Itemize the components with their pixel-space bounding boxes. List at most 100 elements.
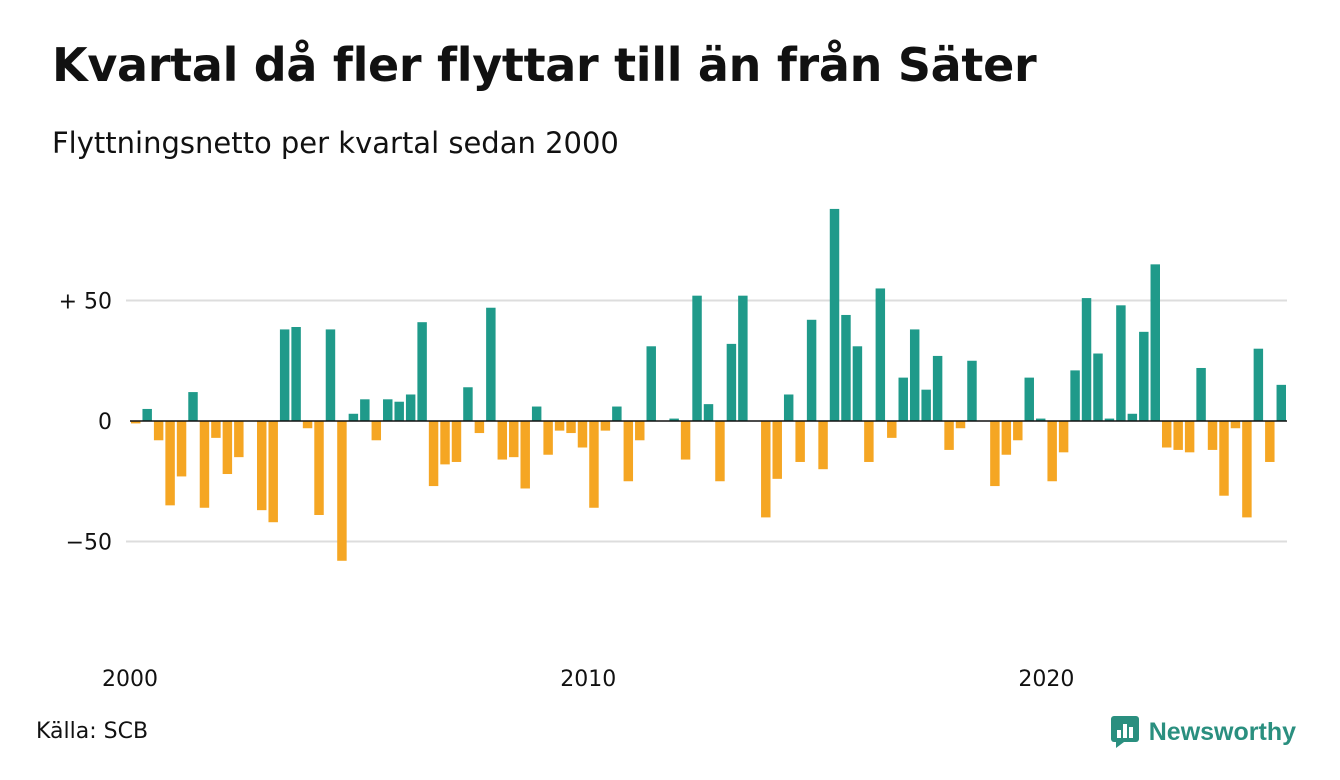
bar xyxy=(1242,421,1252,518)
bar xyxy=(554,421,565,431)
bar xyxy=(783,394,794,421)
bar xyxy=(497,421,508,460)
bar xyxy=(909,329,920,421)
bar xyxy=(623,421,634,482)
bar xyxy=(234,421,244,458)
bar xyxy=(337,421,347,561)
bar xyxy=(1150,264,1160,421)
bar xyxy=(864,421,874,462)
bar xyxy=(1230,421,1241,429)
bar xyxy=(990,421,1000,487)
bar xyxy=(566,421,576,434)
bar xyxy=(1196,367,1206,421)
bar xyxy=(1116,305,1126,421)
bar xyxy=(1035,418,1046,421)
bar xyxy=(703,404,714,421)
bar xyxy=(509,421,519,458)
bar xyxy=(715,421,725,482)
bar xyxy=(635,421,645,441)
bar xyxy=(302,421,313,429)
bar xyxy=(967,360,977,421)
bar xyxy=(405,394,416,421)
bar xyxy=(1219,421,1229,496)
bar xyxy=(463,387,473,421)
bar xyxy=(612,406,622,421)
bar xyxy=(142,408,152,421)
bar xyxy=(1081,298,1092,421)
bar xyxy=(761,421,771,518)
newsworthy-logo[interactable]: Newsworthy xyxy=(1110,714,1296,750)
brand-name: Newsworthy xyxy=(1148,717,1296,746)
bar xyxy=(325,329,336,421)
bar xyxy=(1070,370,1080,421)
bar xyxy=(898,377,908,421)
bar xyxy=(520,421,530,489)
source-label: Källa: SCB xyxy=(36,719,149,744)
bar xyxy=(818,421,828,470)
bar xyxy=(394,401,404,421)
chart-subtitle: Flyttningsnetto per kvartal sedan 2000 xyxy=(52,126,619,160)
bar xyxy=(944,421,954,450)
bar xyxy=(348,413,359,421)
bar xyxy=(279,329,290,421)
bar xyxy=(1173,421,1183,450)
bars xyxy=(131,208,1286,561)
bar xyxy=(383,399,393,421)
bar xyxy=(921,389,931,421)
bar xyxy=(1265,421,1275,462)
bar xyxy=(646,346,656,421)
bar xyxy=(841,314,851,421)
bar xyxy=(829,208,840,421)
bar xyxy=(291,327,301,421)
bar xyxy=(1207,421,1218,450)
bar xyxy=(1024,377,1034,421)
bar xyxy=(165,421,175,506)
bar xyxy=(257,421,267,511)
bar xyxy=(1013,421,1023,441)
bar xyxy=(486,307,496,421)
bar xyxy=(531,406,542,421)
bar xyxy=(1127,413,1138,421)
bar xyxy=(852,346,863,421)
bar xyxy=(1276,384,1286,421)
bar xyxy=(1161,421,1172,448)
bar xyxy=(669,418,679,421)
bar xyxy=(417,322,427,421)
axes: 2000 2010 2020 xyxy=(102,420,1287,692)
bar xyxy=(932,355,943,421)
bar xyxy=(680,421,691,460)
x-tick-label: 2000 xyxy=(102,667,158,692)
bar xyxy=(806,319,817,421)
x-tick-label: 2010 xyxy=(560,667,616,692)
bar xyxy=(451,421,462,462)
y-tick-label: −50 xyxy=(66,531,112,556)
bar xyxy=(371,421,382,441)
bar xyxy=(600,421,611,431)
bar-chart: + 50 0 −50 2000 2010 2020 xyxy=(59,208,1287,692)
bar xyxy=(474,421,485,434)
bar xyxy=(577,421,588,448)
bar xyxy=(1253,348,1264,421)
bar xyxy=(131,421,141,424)
bar xyxy=(188,392,198,421)
bar xyxy=(738,295,748,421)
bar xyxy=(955,421,966,429)
bar xyxy=(1139,331,1149,421)
bar xyxy=(1001,421,1012,455)
chart-title: Kvartal då fler flyttar till än från Sät… xyxy=(52,38,1037,92)
bar xyxy=(887,421,897,438)
bar xyxy=(589,421,599,508)
y-tick-label: + 50 xyxy=(59,290,112,315)
bar xyxy=(176,421,187,477)
bar xyxy=(268,421,278,523)
newsworthy-logo-icon xyxy=(1110,716,1139,748)
bar xyxy=(153,421,164,441)
grid-lines: + 50 0 −50 xyxy=(59,290,1287,556)
bar xyxy=(440,421,450,465)
bar xyxy=(211,421,221,438)
y-tick-label: 0 xyxy=(98,410,112,435)
bar xyxy=(1104,418,1115,421)
x-tick-label: 2020 xyxy=(1018,667,1074,692)
bar xyxy=(222,421,233,475)
bar xyxy=(875,288,886,421)
